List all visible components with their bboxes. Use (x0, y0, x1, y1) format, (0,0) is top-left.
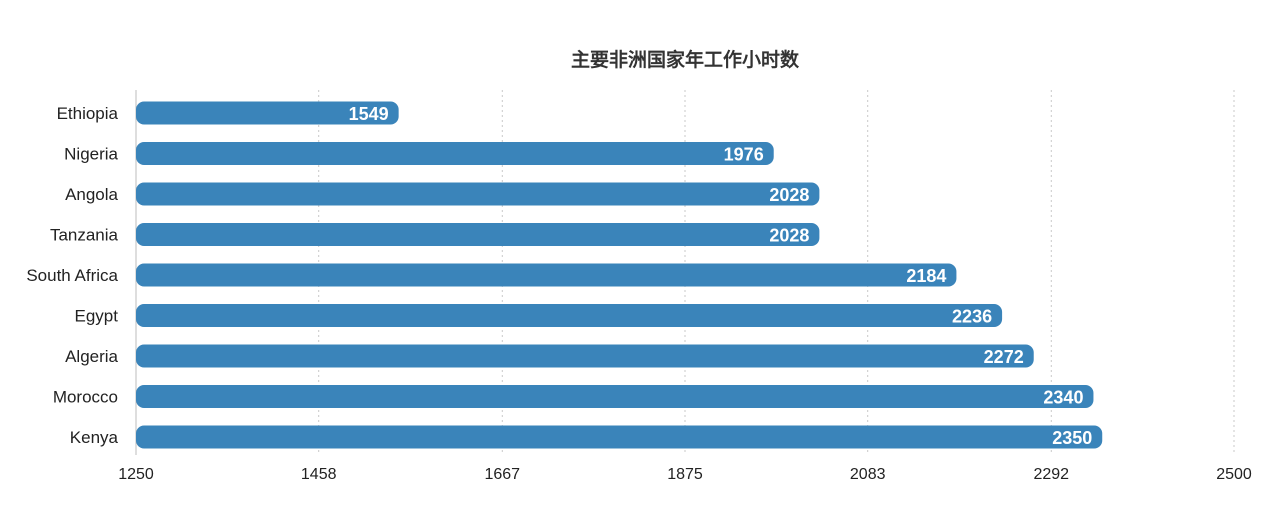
bar-value-label: 2340 (1043, 388, 1083, 408)
bar (136, 263, 957, 287)
bar-value-label: 2184 (906, 266, 946, 286)
category-label: Kenya (70, 428, 119, 447)
x-tick-label: 2292 (1033, 466, 1069, 483)
x-tick-label: 2500 (1216, 466, 1252, 483)
x-tick-label: 1250 (118, 466, 154, 483)
bar (136, 223, 820, 246)
watermark-overlay (1068, 488, 1268, 516)
category-label: Egypt (75, 307, 119, 326)
bar-value-label: 1976 (724, 145, 764, 165)
category-label: Tanzania (50, 226, 119, 245)
category-label: Ethiopia (57, 104, 119, 123)
bar (136, 182, 820, 206)
bar-value-label: 2272 (984, 347, 1024, 367)
y-axis-labels: Ethiopia Nigeria Angola Tanzania South Afric… (26, 104, 118, 447)
bar-value-label: 2028 (769, 226, 809, 246)
bar (136, 142, 774, 165)
bar-value-label: 1549 (349, 104, 389, 124)
bar-value-label: 2350 (1052, 428, 1092, 448)
category-label: Angola (65, 185, 118, 204)
x-tick-label: 2083 (850, 466, 886, 483)
category-label: Algeria (65, 347, 118, 366)
category-label: South Africa (26, 266, 118, 285)
x-tick-label: 1875 (667, 466, 703, 483)
bar (136, 385, 1094, 408)
category-label: Morocco (53, 388, 118, 407)
bar-value-label: 2236 (952, 307, 992, 327)
bar (136, 304, 1003, 327)
category-label: Nigeria (64, 145, 118, 164)
bar (136, 344, 1034, 368)
bar (136, 101, 399, 125)
x-axis-ticks: 1250 1458 1667 1875 2083 2292 2500 (118, 466, 1252, 483)
x-tick-label: 1458 (301, 466, 337, 483)
bar-value-label: 2028 (769, 185, 809, 205)
x-tick-label: 1667 (484, 466, 520, 483)
bar (136, 425, 1103, 449)
chart-title: 主要非洲国家年工作小时数 (571, 48, 800, 71)
